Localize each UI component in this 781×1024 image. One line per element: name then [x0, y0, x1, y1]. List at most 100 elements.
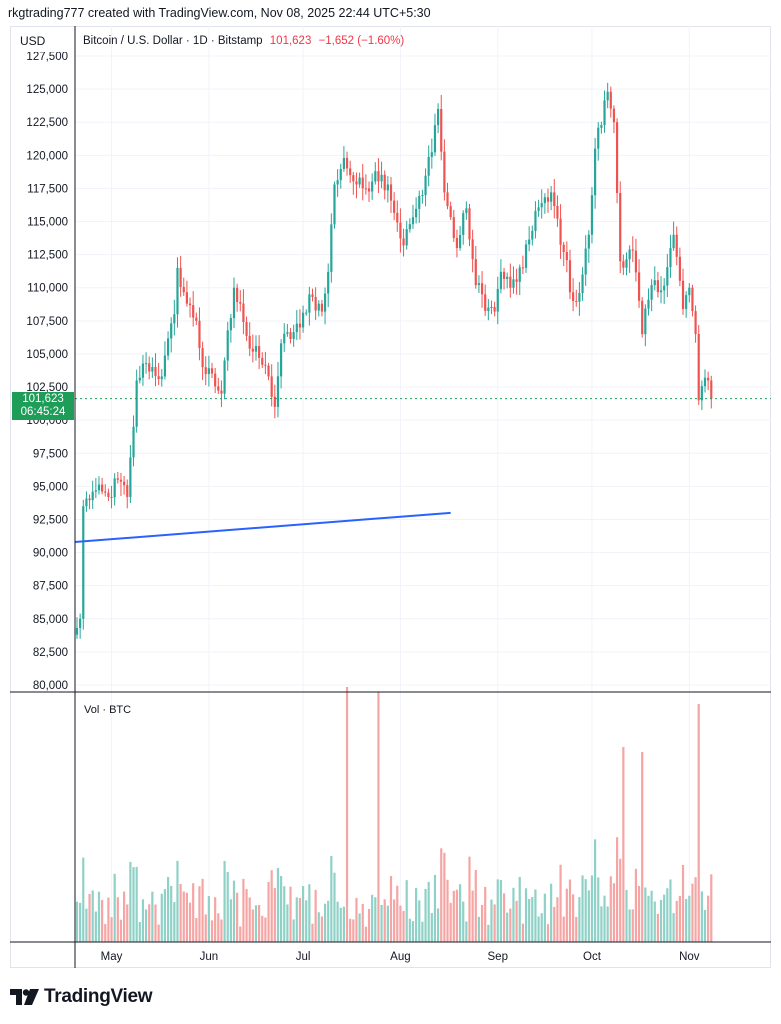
volume-bar [641, 752, 644, 942]
candle-body [232, 287, 236, 319]
candle-body [320, 303, 324, 312]
volume-bar [170, 885, 173, 942]
candle-body [609, 91, 612, 109]
volume-bar [389, 875, 393, 942]
y-tick-label: 85,000 [33, 614, 68, 626]
candle-body [201, 348, 204, 368]
candle-body [628, 249, 631, 260]
volume-bar [188, 902, 192, 942]
volume-bar [201, 878, 204, 942]
chart-frame [10, 26, 771, 968]
candle-body [276, 376, 280, 407]
candle-body [666, 267, 669, 286]
volume-bar [572, 894, 575, 942]
volume-bar [289, 886, 292, 942]
volume-bar [97, 891, 101, 942]
volume-bar [214, 897, 217, 942]
volume-bar [258, 905, 261, 942]
y-tick-label: 102,500 [26, 382, 68, 394]
candle-body [364, 188, 367, 190]
volume-bar [144, 909, 148, 942]
volume-bar [132, 867, 135, 942]
volume-bar [521, 923, 524, 942]
candle-body [91, 491, 94, 501]
candle-body [502, 271, 506, 280]
candle-body [160, 376, 163, 380]
volume-bar [242, 878, 245, 942]
currency-button[interactable]: USD [14, 30, 72, 52]
volume-bar [88, 894, 91, 942]
volume-bar [367, 908, 371, 942]
volume-bar [578, 897, 581, 942]
candle-body [518, 267, 521, 282]
volume-bar [637, 885, 641, 942]
volume-bar [138, 922, 141, 942]
volume-bar [581, 875, 584, 942]
candle-body [82, 506, 85, 619]
volume-bar [562, 916, 565, 942]
volume-bar [157, 924, 160, 942]
candle-body [330, 224, 333, 272]
volume-bar [173, 902, 176, 942]
volume-bar [484, 886, 487, 942]
candle-body [471, 239, 474, 260]
volume-bar [493, 904, 496, 942]
trendline[interactable] [74, 511, 451, 543]
candle-body [185, 292, 188, 304]
volume-bar [622, 747, 625, 942]
candle-body [493, 306, 496, 312]
candle-body [236, 287, 239, 303]
candle-body [663, 285, 666, 291]
y-axis-ticks: 80,000 82,500 85,000 87,500 90,000 92,500 95,0… [26, 51, 68, 692]
volume-bar [524, 888, 528, 942]
tradingview-icon [10, 989, 39, 1005]
volume-bar [427, 881, 430, 942]
candle-body [572, 292, 575, 301]
candle-body [568, 260, 572, 293]
candle-body [650, 285, 653, 300]
candle-body [242, 303, 245, 323]
volume-bar [543, 893, 546, 942]
candle-body [625, 259, 628, 268]
tradingview-logo[interactable]: TradingView [10, 985, 153, 1009]
grid [75, 26, 771, 942]
candle-body [506, 276, 509, 280]
volume-bar [509, 908, 512, 942]
volume-bar [631, 909, 634, 942]
volume-bar [292, 919, 295, 942]
y-tick-label: 117,500 [27, 183, 68, 195]
candle-body [295, 323, 298, 333]
candle-body [653, 280, 656, 286]
candle-body [349, 168, 352, 176]
candle-body [389, 184, 393, 201]
candle-body [88, 498, 91, 501]
volume-bar [308, 884, 311, 942]
volume-bar [79, 902, 82, 942]
volume-bar [176, 860, 179, 942]
y-tick-label: 87,500 [33, 581, 68, 593]
candle-body [154, 367, 157, 377]
volume-bar [584, 879, 587, 942]
candle-body [292, 332, 295, 339]
volume-bar [298, 898, 302, 942]
volume-bar [232, 880, 236, 942]
y-tick-label: 95,000 [33, 481, 68, 493]
candle-body [710, 380, 713, 399]
candle-body [637, 272, 641, 301]
volume-bar [104, 923, 107, 942]
candle-body [97, 484, 101, 491]
candle-body [540, 203, 543, 208]
volume-bar [506, 912, 509, 942]
x-tick-label: Jun [200, 951, 219, 963]
volume-bar [424, 889, 427, 942]
volume-bar [707, 895, 710, 942]
volume-bar [217, 913, 220, 942]
y-tick-label: 105,000 [26, 349, 68, 361]
candle-body [531, 230, 534, 240]
volume-bar [123, 891, 126, 942]
volume-bar [634, 868, 638, 942]
volume-bar [154, 904, 157, 942]
candle-body [647, 299, 650, 309]
candle-body [333, 184, 336, 225]
